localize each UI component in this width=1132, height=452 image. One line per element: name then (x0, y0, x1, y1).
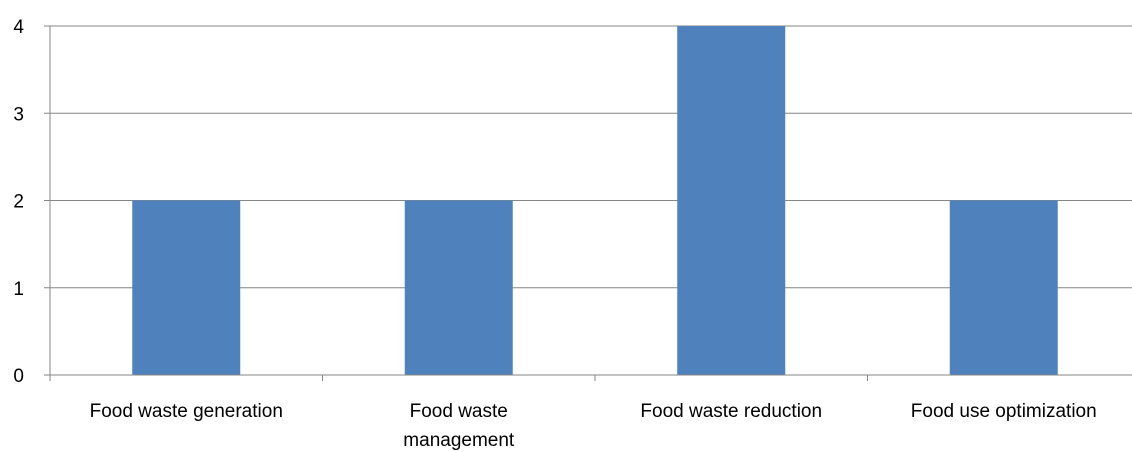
bar (404, 200, 513, 375)
bar (677, 26, 786, 375)
y-tick-label: 0 (13, 366, 24, 387)
x-category-label: Food waste management (403, 401, 515, 451)
x-axis-category-labels: Food waste generation Food waste managemen… (90, 401, 1097, 451)
y-tick-label: 4 (13, 17, 24, 38)
y-tick-label: 2 (13, 192, 24, 213)
x-category-label: Food use optimization (911, 401, 1097, 422)
x-category-label: Food waste generation (90, 401, 283, 422)
y-tick-label: 1 (13, 279, 24, 300)
y-tick-label: 3 (13, 104, 24, 125)
axes (44, 25, 1132, 381)
bar (132, 200, 241, 375)
x-category-label: Food waste reduction (640, 401, 822, 422)
bars (132, 26, 1058, 375)
y-axis-tick-labels: 0 1 2 3 4 (13, 17, 24, 387)
bar (949, 200, 1058, 375)
